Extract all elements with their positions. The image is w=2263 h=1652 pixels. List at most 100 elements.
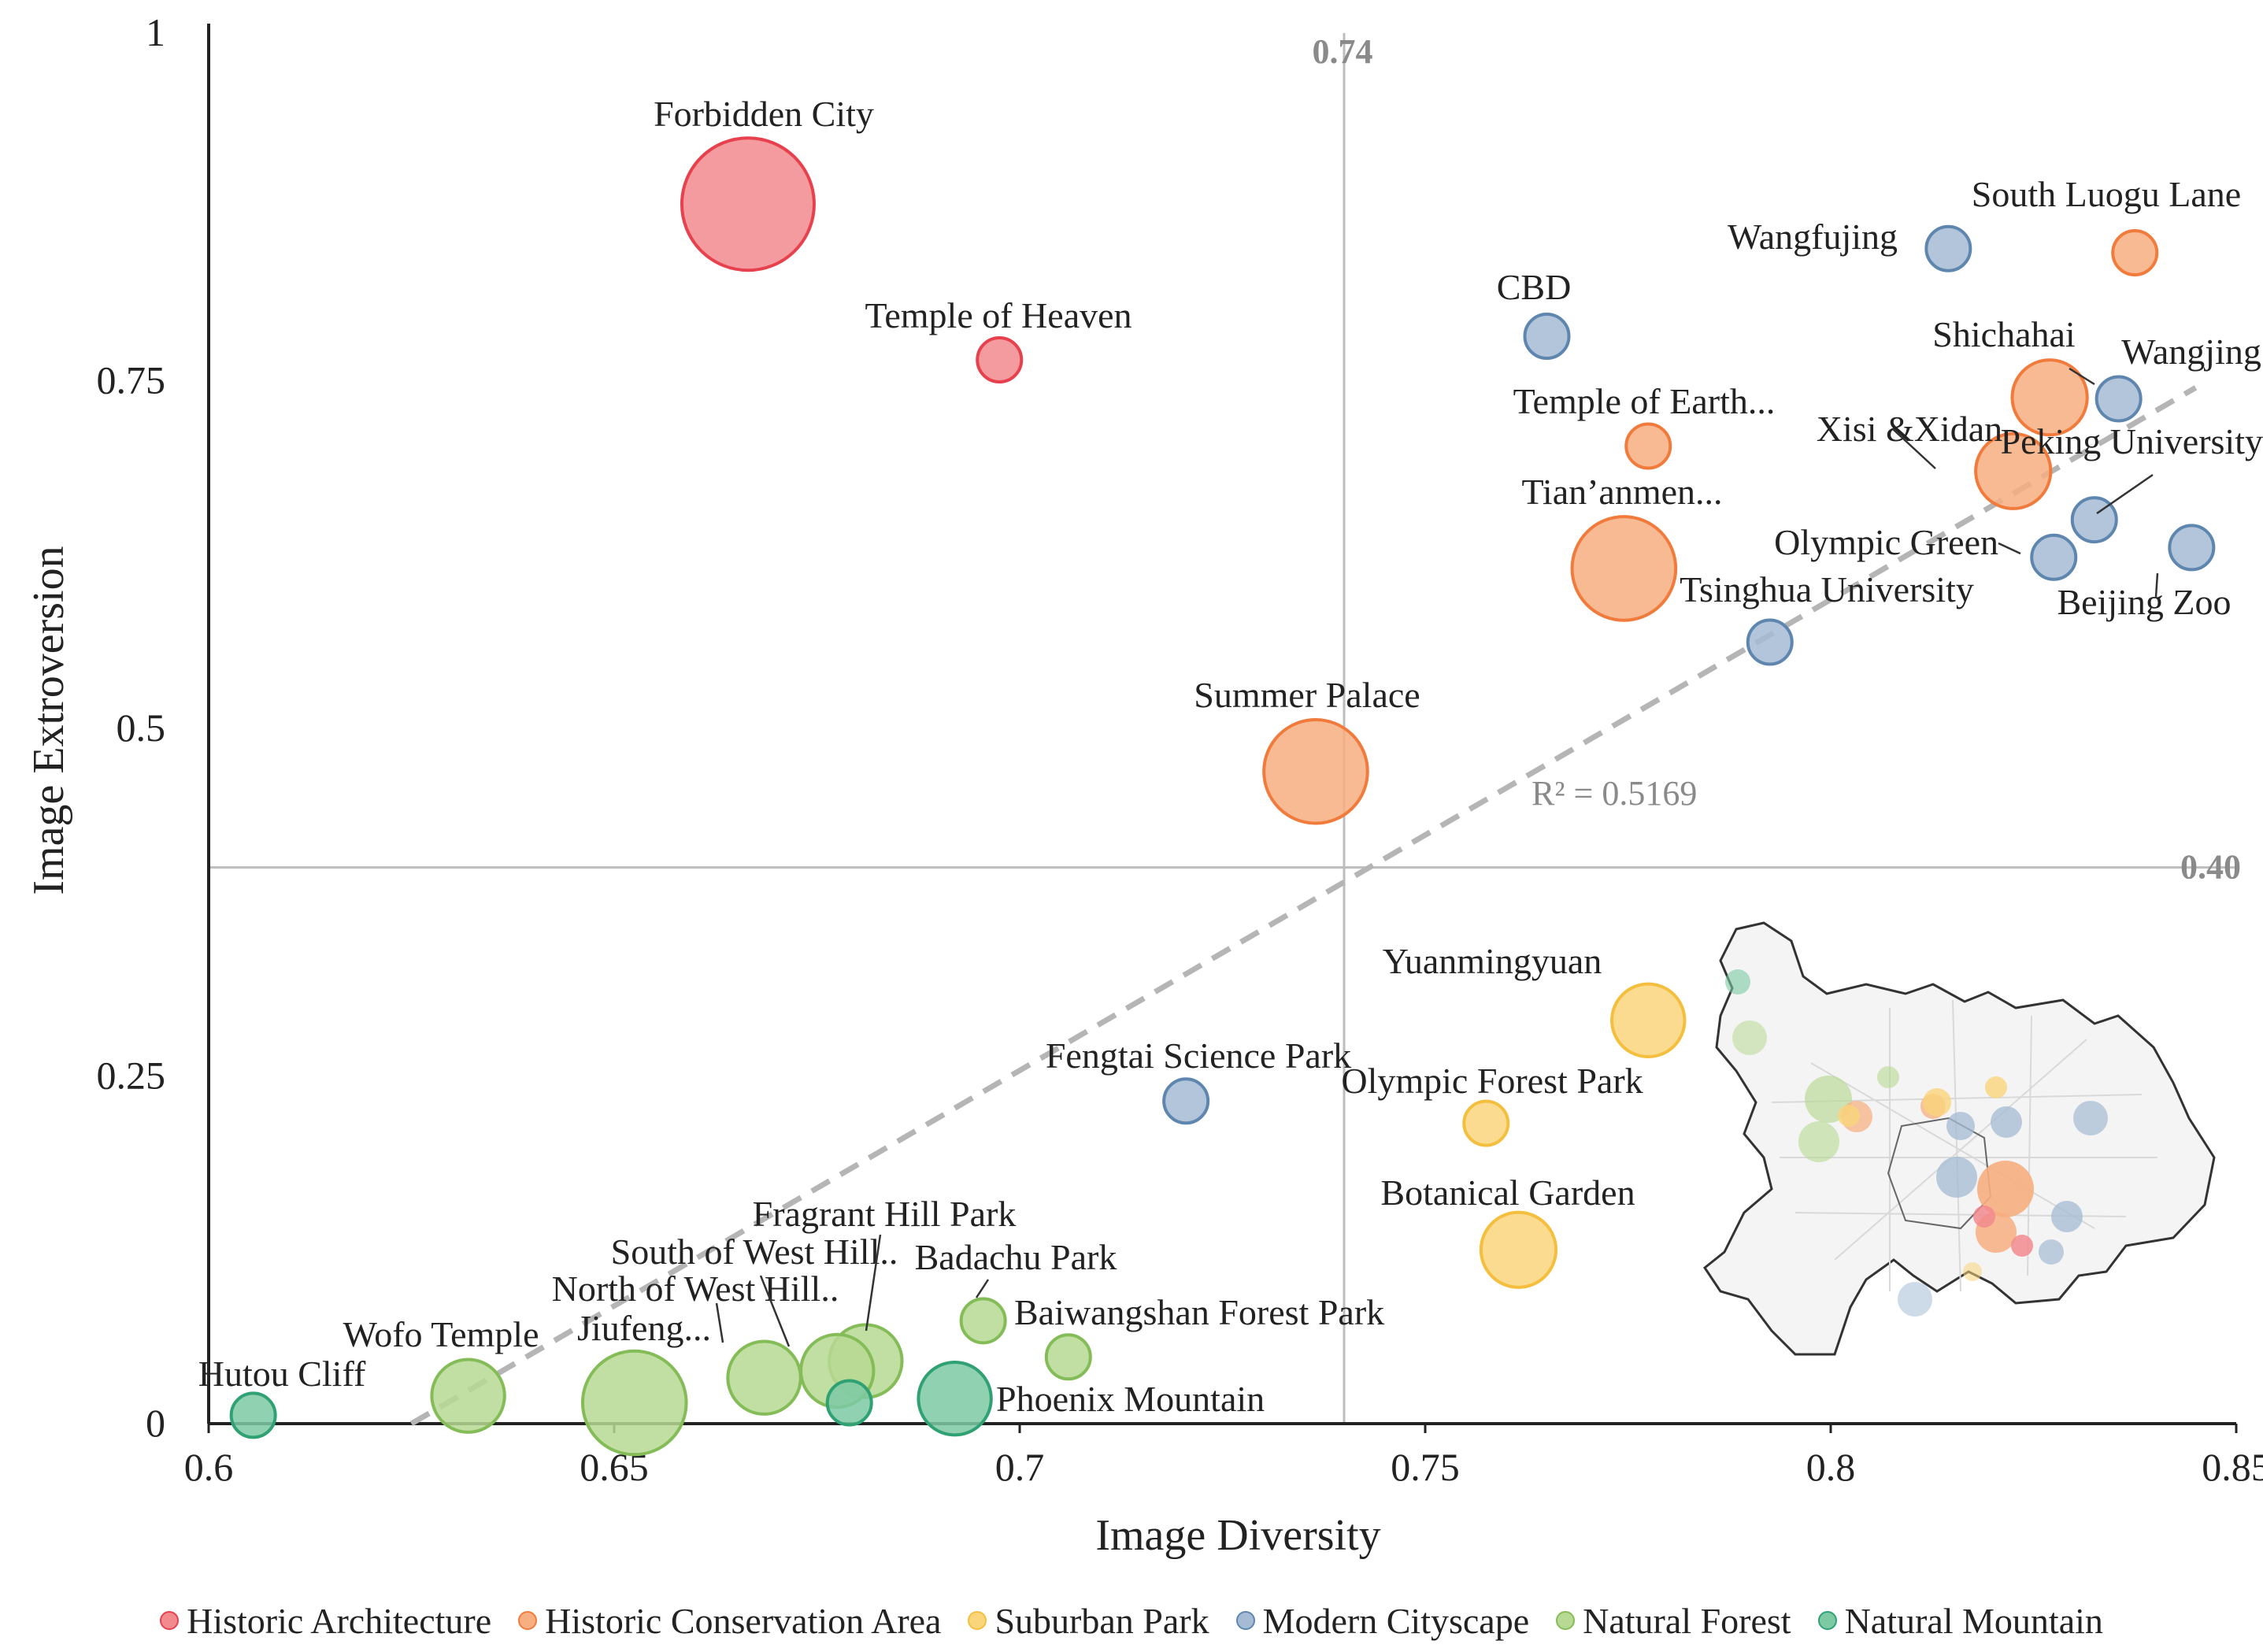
bubble [1610, 982, 1687, 1059]
map-cluster [1991, 1106, 2022, 1138]
legend-item: Suburban Park [968, 1600, 1209, 1642]
map-cluster [2039, 1239, 2064, 1265]
ref-line-y-label: 0.40 [2180, 848, 2241, 887]
legend: Historic Architecture Historic Conservati… [0, 1597, 2263, 1644]
map-cluster [2051, 1201, 2083, 1232]
ref-line-x-label: 0.74 [1313, 32, 1373, 71]
map-cluster [1725, 969, 1750, 995]
map-cluster [1985, 1076, 2007, 1098]
y-axis-title: Image Extroversion [24, 546, 73, 895]
bubble [726, 1339, 802, 1416]
bubble [2168, 524, 2216, 572]
legend-swatch [518, 1611, 538, 1630]
trendline-path [409, 385, 2198, 1427]
bubble [1462, 1099, 1510, 1147]
map-cluster [2073, 1101, 2108, 1135]
bubbles [229, 136, 2216, 1457]
bubble-label: Jiufeng... [577, 1308, 711, 1348]
bubble-label: Wofo Temple [343, 1314, 539, 1354]
label-leader-line [1998, 542, 2021, 555]
label-leader-line [1892, 428, 1936, 469]
x-tick-label: 0.7 [995, 1445, 1045, 1489]
legend-swatch [1235, 1611, 1255, 1630]
bubble-label: Tsinghua University [1680, 569, 1974, 609]
bubble-label: Phoenix Mountain [996, 1379, 1265, 1419]
y-tick-label: 1 [146, 10, 165, 54]
legend-label: Suburban Park [994, 1600, 1209, 1641]
bubble-label: Xisi &Xidan [1817, 409, 2002, 449]
bubble-label: Beijing Zoo [2057, 582, 2231, 622]
bubble [1162, 1077, 1210, 1125]
map-road [1810, 1062, 2095, 1229]
bubble [1479, 1210, 1558, 1289]
map-road [1834, 1039, 2087, 1261]
bubble-label: Summer Palace [1194, 675, 1420, 715]
label-leader-line [2069, 367, 2095, 386]
bubble [430, 1358, 506, 1434]
label-leader-line [2096, 473, 2154, 515]
map-cluster [1838, 1105, 1860, 1127]
map-cluster [1798, 1121, 1839, 1162]
legend-label: Modern Cityscape [1262, 1600, 1530, 1641]
map-cluster [2011, 1235, 2033, 1257]
x-axis-title: Image Diversity [1095, 1511, 1380, 1560]
legend-label: Natural Mountain [1844, 1600, 2103, 1641]
map-cluster [1973, 1206, 1995, 1228]
legend-label: Historic Conservation Area [545, 1600, 942, 1641]
trendline: R² = 0.5169 [409, 385, 2198, 1427]
bubble-label: Yuanmingyuan [1383, 941, 1602, 981]
legend-swatch [1556, 1611, 1576, 1630]
legend-label: Historic Architecture [187, 1600, 492, 1641]
bubble-label: Shichahai [1932, 314, 2075, 354]
label-leader-line [865, 1234, 882, 1332]
bubble [825, 1379, 873, 1427]
bubble [1044, 1333, 1092, 1381]
bubble [2010, 358, 2089, 437]
bubble-label: Peking University... [2001, 421, 2263, 461]
bubble-label: South Luogu Lane [1972, 174, 2241, 214]
bubble [2111, 229, 2159, 277]
bubble-labels: Forbidden City Temple of Heaven Summer Pal… [198, 94, 2263, 1419]
bubble-label: Olympic Forest Park [1341, 1061, 1643, 1101]
x-tick-label: 0.75 [1391, 1445, 1460, 1489]
legend-swatch [968, 1611, 987, 1630]
bubble [976, 336, 1024, 384]
beijing-map-inset [1702, 921, 2216, 1356]
y-tick-label: 0.25 [97, 1054, 166, 1098]
label-leader-line [2154, 572, 2159, 598]
y-tick-label: 0.75 [97, 358, 166, 402]
bubble [1624, 422, 1672, 470]
bubble-label: Olympic Green [1774, 522, 1998, 562]
bubble-label: Temple of Heaven [865, 295, 1132, 335]
map-cluster [1977, 1161, 2034, 1217]
axes: 0.6 0.65 0.7 0.75 0.8 0.8500.250.50.751Image … [24, 10, 2263, 1560]
bubble-label: Hutou Cliff [198, 1354, 366, 1394]
bubble-label: Baiwangshan Forest Park [1014, 1292, 1384, 1332]
bubble [1262, 717, 1369, 825]
bubble [1746, 618, 1794, 666]
map-cluster [1946, 1112, 1975, 1140]
map-cluster [1898, 1282, 1932, 1317]
map-road [2027, 1015, 2032, 1276]
bubble [1570, 515, 1678, 622]
map-cluster [1936, 1157, 1977, 1198]
bubble [1523, 312, 1571, 360]
bubble [680, 136, 816, 272]
bubble-label: North of West Hill.. [552, 1269, 839, 1309]
bubble-label: Wangfujing [1728, 217, 1898, 257]
bubble [2094, 375, 2143, 423]
bubble-label: Fengtai Science Park [1046, 1035, 1351, 1076]
map-cluster [1923, 1088, 1951, 1117]
r-squared-label: R² = 0.5169 [1532, 774, 1697, 813]
bubble-label: Temple of Earth... [1513, 381, 1776, 421]
label-leader-line [975, 1279, 990, 1298]
bubble [959, 1297, 1007, 1345]
bubble [1974, 432, 2053, 510]
bubble-label: CBD [1497, 267, 1572, 307]
map-road [1952, 999, 1961, 1292]
legend-item: Natural Forest [1556, 1600, 1791, 1642]
bubble [917, 1361, 993, 1437]
bubble [580, 1349, 688, 1457]
bubble [2030, 533, 2078, 581]
bubble-label: Tian’anmen... [1521, 472, 1722, 512]
